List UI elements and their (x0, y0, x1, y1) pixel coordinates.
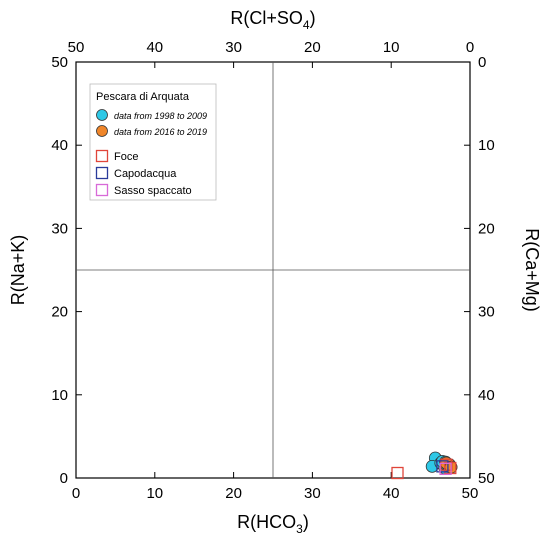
left-axis-title: R(Na+K) (8, 235, 28, 306)
top-tick-label: 20 (304, 39, 321, 56)
legend-entry-label: data from 2016 to 2019 (114, 127, 207, 137)
data-point-square (436, 460, 449, 473)
legend-marker-square (95, 149, 109, 163)
right-tick-label: 30 (478, 304, 495, 321)
bottom-axis-title-sub: 3 (296, 522, 303, 536)
left-tick-label: 30 (51, 220, 68, 237)
bottom-axis-title-end: ) (303, 512, 309, 532)
top-axis-title: R(Cl+SO4) (230, 8, 315, 32)
bottom-tick-label: 0 (72, 485, 80, 502)
bottom-tick-label: 30 (304, 485, 321, 502)
data-point-square (444, 461, 457, 475)
left-axis-ticks: 0 10 20 30 40 50 (51, 54, 82, 487)
legend-marker-circle (96, 109, 108, 121)
bottom-tick-label: 10 (146, 485, 163, 502)
bottom-axis-ticks: 0 10 20 30 40 50 (72, 472, 479, 502)
right-tick-label: 40 (478, 387, 495, 404)
legend-entry-label: Foce (114, 151, 138, 163)
bottom-tick-label: 40 (383, 485, 400, 502)
right-tick-label: 0 (478, 54, 486, 71)
legend: Pescara di Arquata data from 1998 to 200… (89, 83, 217, 201)
legend-marker-square (95, 183, 109, 197)
top-tick-label: 10 (383, 39, 400, 56)
top-axis-title-end: ) (310, 8, 316, 28)
legend-box (89, 83, 217, 201)
right-tick-label: 10 (478, 137, 495, 154)
left-tick-label: 40 (51, 137, 68, 154)
left-tick-label: 0 (60, 470, 68, 487)
top-axis-title-main: R(Cl+SO (230, 8, 303, 28)
legend-marker-square (95, 166, 109, 180)
legend-entry-label: Capodacqua (114, 168, 177, 180)
data-point-square (439, 462, 452, 475)
top-tick-label: 40 (146, 39, 163, 56)
right-axis-ticks: 0 10 20 30 40 50 (464, 54, 495, 487)
data-point-square (440, 458, 453, 471)
top-tick-label: 50 (68, 39, 85, 56)
bottom-tick-label: 20 (225, 485, 242, 502)
data-point-square (391, 466, 404, 480)
right-axis-title: R(Ca+Mg) (522, 228, 542, 312)
top-tick-label: 30 (225, 39, 242, 56)
right-tick-label: 50 (478, 470, 495, 487)
bottom-tick-label: 50 (462, 485, 479, 502)
legend-entry-label: data from 1998 to 2009 (114, 111, 207, 121)
top-axis-title-sub: 4 (303, 18, 310, 32)
left-tick-label: 20 (51, 304, 68, 321)
bottom-axis-title-main: R(HCO (237, 512, 296, 532)
legend-marker-circle (96, 125, 108, 137)
top-tick-label: 0 (466, 39, 474, 56)
bottom-axis-title: R(HCO3) (237, 512, 309, 536)
left-tick-label: 10 (51, 387, 68, 404)
right-tick-label: 20 (478, 220, 495, 237)
legend-entry-label: Sasso spaccato (114, 185, 192, 197)
top-axis-ticks: 50 40 30 20 10 0 (68, 39, 474, 68)
data-points (391, 451, 458, 480)
left-tick-label: 50 (51, 54, 68, 71)
legend-entries: data from 1998 to 2009 data from 2016 to … (95, 109, 207, 197)
legend-title: Pescara di Arquata (96, 91, 190, 103)
